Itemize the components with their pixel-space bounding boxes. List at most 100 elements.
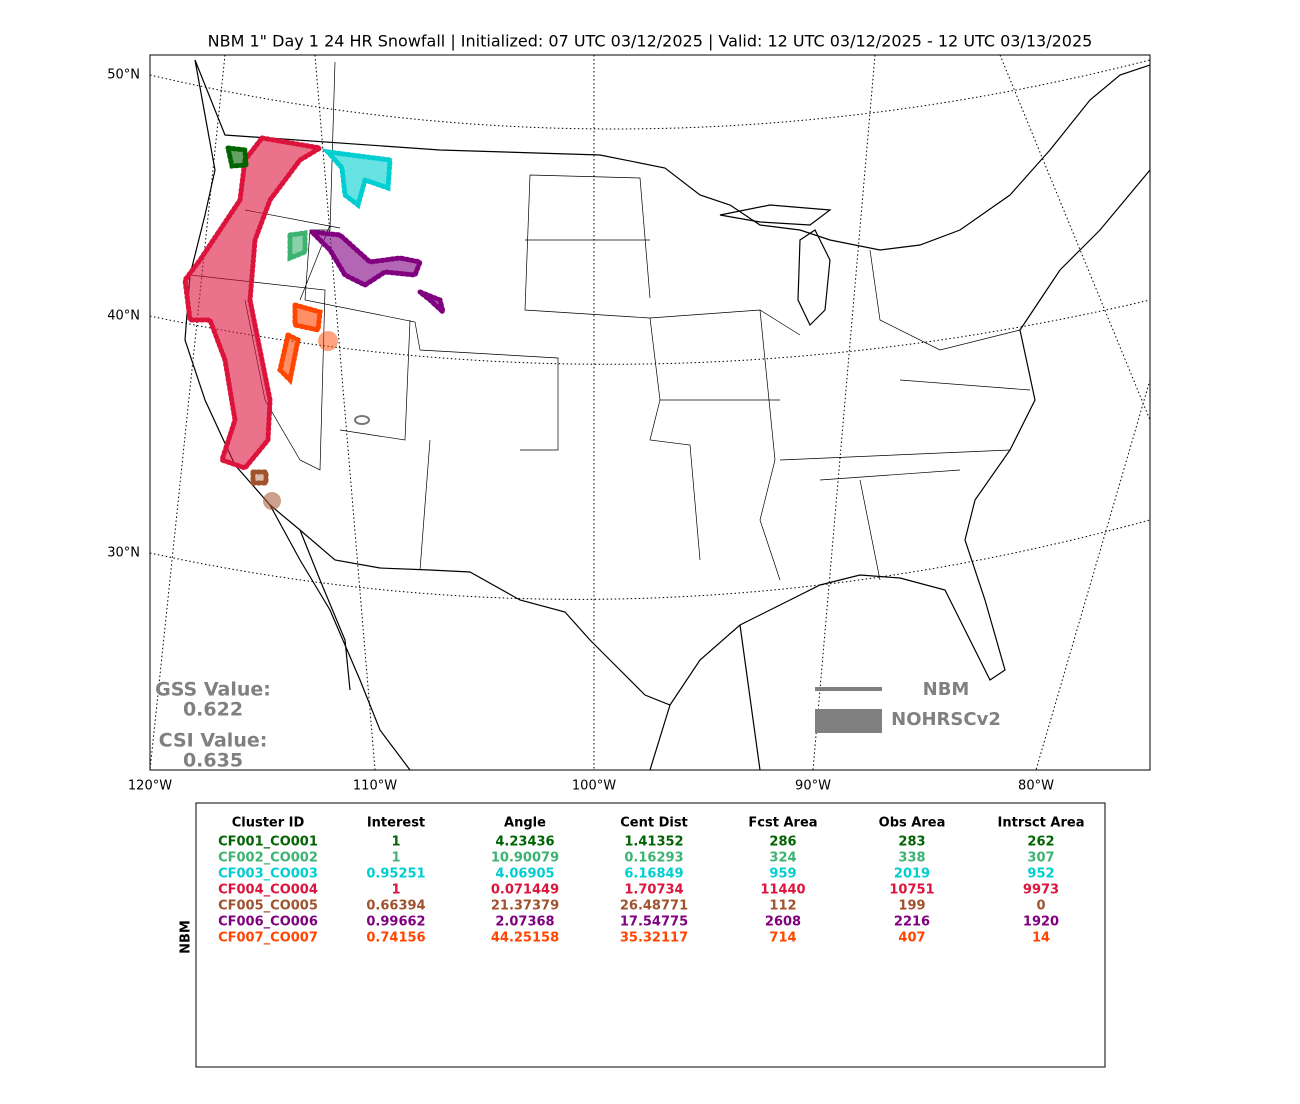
table-cell: 324 [769,851,796,866]
table-cell: 262 [1027,835,1054,850]
table-side-label: NBM [179,920,194,954]
table-cell: 2608 [765,915,801,930]
table-cell: CF006_CO006 [218,915,318,930]
legend: NBM NOHRSCv2 [815,679,1001,733]
table-cell: 0.99662 [366,915,425,930]
lat-label: 30°N [107,546,140,561]
table-cell: CF002_CO002 [218,851,318,866]
lon-label: 100°W [572,779,616,794]
lat-label: 50°N [107,68,140,83]
parallel [150,299,1150,365]
lon-labels: 120°W 110°W 100°W 90°W 80°W [128,779,1054,794]
table-cell: 0 [1036,899,1045,914]
map: 50°N 40°N 30°N 120°W 110°W 100°W 90°W 80°W GSS… [107,54,1151,794]
legend-swatch [815,709,882,733]
gss-label: GSS Value: [155,679,271,701]
table-cell: CF005_CO005 [218,899,318,914]
gss-value: 0.622 [183,699,243,721]
table-cell: 952 [1027,867,1054,882]
lon-label: 110°W [353,779,397,794]
table-cell: 35.32117 [620,931,688,946]
table-cell: 307 [1027,851,1054,866]
cluster-object [224,145,249,169]
table-cell: 0.16293 [624,851,683,866]
lon-label: 90°W [795,779,831,794]
table-cell: 283 [898,835,925,850]
table-cell: 0.66394 [366,899,425,914]
table-cell: 1.70734 [624,883,683,898]
table-cell: 338 [898,851,925,866]
table-cell: 10751 [889,883,934,898]
table-cell: 11440 [760,883,805,898]
table-cell: 0.74156 [366,931,425,946]
table-cell: 2216 [894,915,930,930]
table-cell: 2.07368 [495,915,554,930]
csi-value: 0.635 [183,750,243,772]
meridian [999,55,1150,421]
table-header: Intrsct Area [998,816,1085,831]
table-body: Cluster ID Interest Angle Cent Dist Fcst Are… [218,816,1084,946]
table-cell: 286 [769,835,796,850]
cluster-object [263,492,281,510]
title: NBM 1" Day 1 24 HR Snowfall | Initialize… [208,32,1093,51]
table-cell: 14 [1032,931,1050,946]
table-header: Obs Area [879,816,946,831]
table-cell: 4.06905 [495,867,554,882]
state-borders [189,61,1031,581]
table-cell: 6.16849 [624,867,683,882]
lat-label: 40°N [107,309,140,324]
cluster-object [250,469,269,486]
table-cell: 17.54775 [620,915,688,930]
table-cell: 714 [769,931,796,946]
table-cell: 1 [391,835,400,850]
coastline [184,59,1150,706]
table-cell: 1 [391,851,400,866]
table-cell: 9973 [1023,883,1059,898]
lat-labels: 50°N 40°N 30°N [107,68,140,561]
table-cell: CF007_CO007 [218,931,318,946]
table-cell: 2019 [894,867,930,882]
table-cell: CF003_CO003 [218,867,318,882]
csi-label: CSI Value: [159,730,268,752]
cluster-object [321,148,393,210]
cluster-object [318,331,338,351]
cluster-object [354,415,370,425]
table-cell: CF001_CO001 [218,835,318,850]
table-header: Cent Dist [620,816,688,831]
cluster-object [287,230,308,262]
table-cell: 0.95251 [366,867,425,882]
map-frame [149,54,1151,771]
table-header: Cluster ID [232,816,305,831]
table-header: Interest [367,816,425,831]
table-cell: 112 [769,899,796,914]
table-cell: 407 [898,931,925,946]
table-cell: 10.90079 [491,851,559,866]
lon-label: 80°W [1018,779,1054,794]
stats-table: NBM Cluster ID Interest Angle Cent Dist Fcst… [179,802,1106,1068]
cluster-object [277,301,323,386]
legend-label: NOHRSCv2 [891,709,1001,730]
scores: GSS Value: 0.622 CSI Value: 0.635 [155,679,271,772]
table-header: Fcst Area [748,816,817,831]
table-cell: 1920 [1023,915,1059,930]
lake-superior [719,204,832,226]
table-cell: 26.48771 [620,899,688,914]
cluster-object [305,228,448,320]
table-header: Angle [504,816,546,831]
table-frame [195,802,1106,1068]
table-cell: 21.37379 [491,899,559,914]
table-cell: 4.23436 [495,835,554,850]
lake-michigan [797,229,831,327]
table-cell: 1 [391,883,400,898]
table-cell: 959 [769,867,796,882]
table-cell: 199 [898,899,925,914]
table-cell: 0.071449 [491,883,559,898]
table-cell: CF004_CO004 [218,883,318,898]
legend-label: NBM [923,679,970,700]
lon-label: 120°W [128,779,172,794]
cluster-object [182,135,328,471]
table-cell: 1.41352 [624,835,683,850]
table-cell: 44.25158 [491,931,559,946]
mexico-coast [269,504,761,770]
